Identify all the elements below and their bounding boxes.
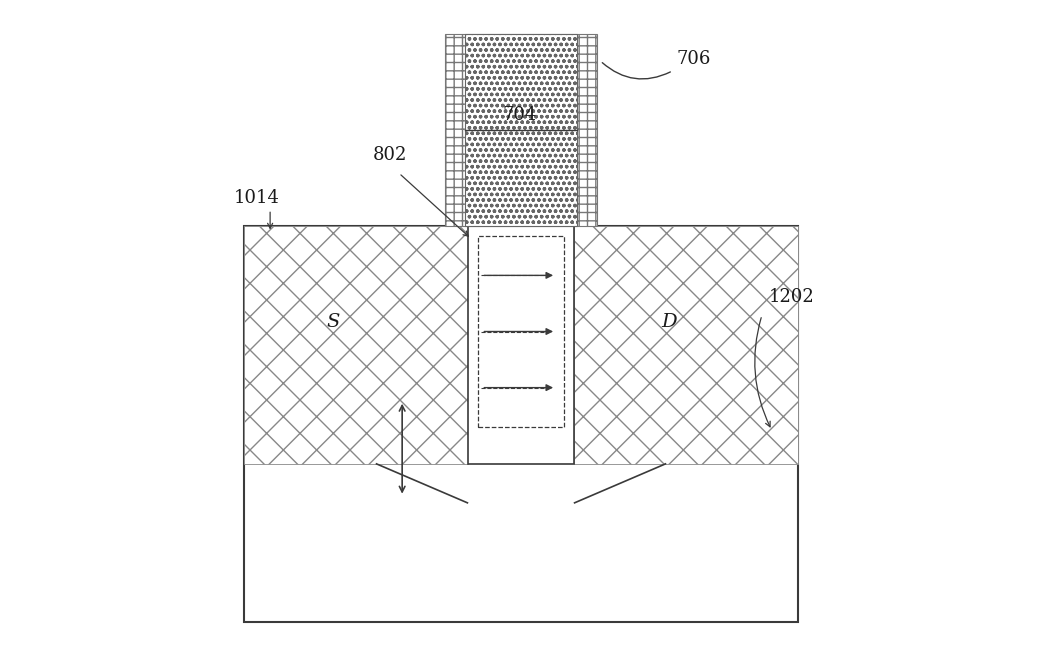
- Bar: [468, 226, 574, 463]
- Text: 706: 706: [676, 50, 711, 68]
- Text: S: S: [326, 312, 340, 331]
- Bar: [244, 226, 798, 622]
- Text: 1202: 1202: [769, 288, 815, 306]
- Text: 1014: 1014: [233, 189, 279, 207]
- Text: 704: 704: [502, 106, 537, 124]
- Polygon shape: [574, 463, 666, 503]
- Text: 802: 802: [372, 146, 406, 164]
- Bar: [574, 226, 798, 463]
- Bar: [478, 236, 564, 427]
- Bar: [465, 34, 577, 226]
- Text: D: D: [662, 312, 677, 331]
- Bar: [244, 226, 468, 463]
- Bar: [445, 34, 597, 226]
- Polygon shape: [376, 463, 468, 503]
